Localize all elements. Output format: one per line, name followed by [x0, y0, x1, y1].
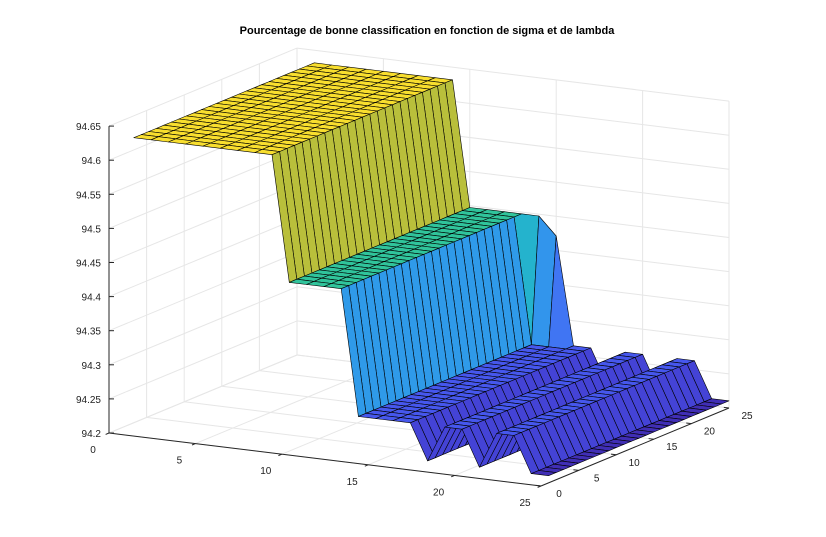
floor-grid-line	[146, 416, 579, 471]
y-tick-label: 5	[594, 473, 600, 484]
z-tick-label: 94.25	[76, 395, 101, 406]
y-tick-label: 0	[556, 489, 562, 500]
x-tick-label: 5	[177, 456, 183, 467]
y-tick-mark	[535, 484, 542, 487]
x-tick-label: 10	[260, 466, 272, 477]
surface-plot	[133, 62, 730, 477]
z-tick-label: 94.45	[76, 259, 101, 270]
z-tick-label: 94.6	[82, 156, 102, 167]
y-tick-mark	[723, 406, 730, 409]
z-tick-label: 94.35	[76, 327, 101, 338]
x-tick-mark	[451, 474, 455, 478]
wall-grid-line	[108, 252, 298, 332]
y-tick-mark	[573, 469, 579, 471]
z-tick-label: 94.3	[82, 361, 102, 372]
wall-grid-line	[108, 286, 298, 366]
y-tick-label: 25	[741, 411, 753, 422]
x-tick-label: 20	[433, 487, 445, 498]
x-tick-label: 25	[519, 498, 531, 509]
tick-labels: 0 5 10 15 20 25 0 5 10 15 20 25 94.2 94.25 94.3 94.35 94…	[76, 122, 753, 509]
y-tick-label: 15	[666, 442, 678, 453]
wall-grid-line	[108, 149, 298, 229]
wall-grid-line	[296, 47, 730, 102]
x-tick-mark	[364, 464, 369, 467]
x-tick-mark	[278, 453, 282, 457]
y-tick-mark	[686, 422, 692, 425]
axes-box	[105, 125, 730, 488]
wall-grid-line	[108, 354, 298, 434]
x-axis-line	[108, 432, 542, 487]
z-tick-label: 94.5	[82, 224, 102, 235]
z-tick-label: 94.55	[76, 190, 101, 201]
wall-grid-line	[108, 320, 298, 400]
y-tick-label: 10	[629, 458, 641, 469]
wall-grid-line	[108, 47, 298, 127]
floor-grid-line	[195, 365, 384, 445]
z-tick-label: 94.65	[76, 122, 101, 133]
y-axis-line	[540, 407, 730, 487]
surface-patch	[530, 470, 557, 477]
y-tick-mark	[610, 453, 617, 456]
x-tick-mark	[105, 432, 110, 435]
wall-grid-line	[108, 184, 298, 263]
y-tick-label: 20	[704, 427, 716, 438]
z-tick-label: 94.4	[82, 293, 102, 304]
y-tick-mark	[648, 438, 654, 440]
chart-title: Pourcentage de bonne classification en f…	[240, 25, 616, 37]
x-tick-label: 15	[347, 477, 359, 488]
z-tick-label: 94.2	[82, 429, 102, 440]
wall-grid-line	[108, 218, 298, 298]
x-tick-mark	[191, 443, 196, 446]
x-tick-label: 0	[90, 445, 96, 456]
